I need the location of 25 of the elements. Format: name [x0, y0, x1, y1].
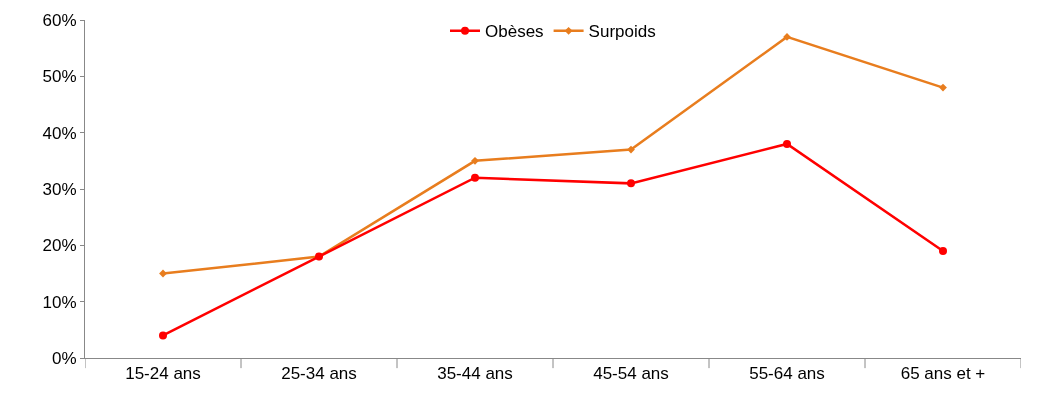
y-tick-label: 60% — [42, 10, 77, 30]
y-tick-label: 0% — [52, 348, 77, 368]
y-tick-label: 20% — [42, 236, 77, 256]
point — [939, 246, 947, 255]
point — [471, 173, 479, 182]
x-tick-label: 45-54 ans — [593, 364, 669, 384]
x-tick-label: 55-64 ans — [749, 364, 825, 384]
legend-label: Surpoids — [588, 22, 656, 42]
y-tick-label: 40% — [42, 123, 77, 143]
point — [627, 179, 635, 188]
y-tick-label: 50% — [42, 67, 77, 87]
x-tick-label: 25-34 ans — [281, 364, 357, 384]
y-tick-label: 10% — [42, 292, 77, 312]
x-tick-label: 65 ans et + — [900, 364, 986, 384]
point — [159, 269, 167, 278]
point — [783, 33, 791, 41]
point — [627, 145, 635, 154]
legend-label: Obèses — [485, 22, 544, 42]
point — [159, 331, 167, 340]
point — [471, 156, 479, 165]
x-tick-label: 35-44 ans — [437, 364, 513, 384]
y-tick-label: 30% — [42, 179, 77, 199]
x-tick-label: 15-24 ans — [125, 364, 201, 384]
point — [939, 83, 947, 92]
point — [783, 139, 791, 148]
